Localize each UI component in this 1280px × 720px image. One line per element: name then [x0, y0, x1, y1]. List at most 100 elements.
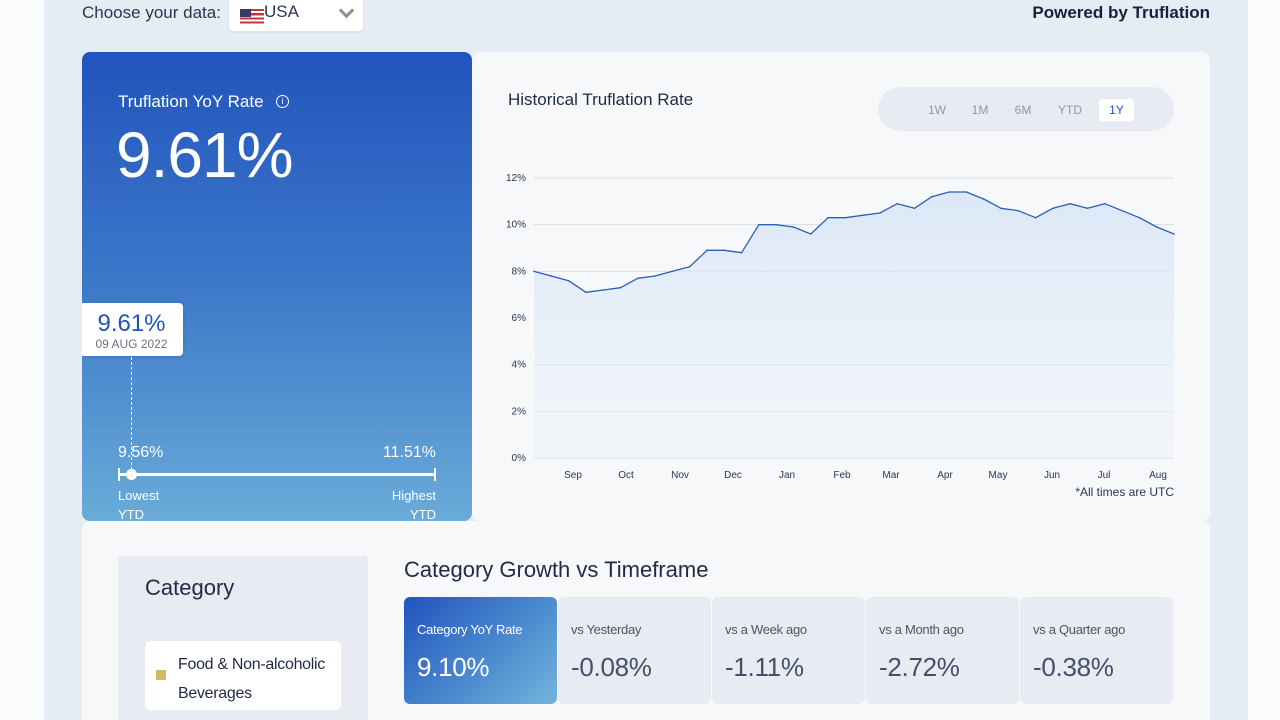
- y-tick-label: 8%: [512, 266, 527, 277]
- chart-point: [965, 191, 968, 193]
- chart-point: [585, 291, 587, 294]
- chart-point: [1121, 209, 1123, 212]
- chart-point: [637, 277, 639, 280]
- highest-label: Highest: [391, 488, 436, 503]
- chart-point: [740, 251, 743, 254]
- info-icon[interactable]: i: [276, 95, 289, 108]
- chart-point: [1086, 207, 1089, 210]
- category-panel: Category Food & Non-alcoholic Beverages: [118, 556, 368, 720]
- timeframe-1w[interactable]: 1W: [928, 103, 946, 117]
- y-tick-label: 12%: [506, 173, 526, 184]
- chart-point: [775, 223, 777, 226]
- x-tick-label: Jan: [779, 470, 795, 481]
- timeframe-6m[interactable]: 6M: [1014, 103, 1032, 117]
- chart-point: [879, 212, 881, 214]
- metric-card-yesterday[interactable]: vs Yesterday -0.08%: [558, 597, 711, 704]
- highest-period-label: YTD: [410, 507, 436, 521]
- metric-card-yoy[interactable]: Category YoY Rate 9.10%: [404, 597, 557, 704]
- chart-point: [1069, 202, 1071, 205]
- chart-point: [1104, 202, 1106, 205]
- metric-value: 9.10%: [417, 652, 490, 682]
- metric-value: -1.11%: [725, 652, 804, 682]
- range-low-value: 9.56%: [118, 444, 164, 461]
- timeframe-selector: 1W 1M 6M YTD 1Y: [878, 87, 1174, 131]
- x-tick-label: Jul: [1098, 470, 1111, 481]
- chart-point: [896, 202, 898, 205]
- metric-card-quarter[interactable]: vs a Quarter ago -0.38%: [1020, 597, 1173, 704]
- chart-point: [1155, 226, 1158, 228]
- lowest-period-label: YTD: [118, 507, 144, 521]
- lowest-label: Lowest: [118, 488, 160, 503]
- timeframe-1y[interactable]: 1Y: [1099, 99, 1134, 121]
- chart-point: [654, 275, 656, 277]
- chart-point: [1034, 216, 1037, 219]
- chart-point: [1000, 207, 1002, 210]
- chart-point: [1138, 216, 1141, 219]
- metric-card-month[interactable]: vs a Month ago -2.72%: [866, 597, 1019, 704]
- range-cap-right: [434, 468, 436, 481]
- x-tick-label: Dec: [724, 470, 742, 481]
- chart-point: [619, 286, 622, 289]
- chart-point: [810, 233, 812, 235]
- utc-note: *All times are UTC: [1075, 485, 1174, 499]
- yoy-value: 9.61%: [116, 119, 293, 191]
- country-select-value: USA: [264, 2, 299, 21]
- tooltip-date: 09 AUG 2022: [95, 337, 168, 351]
- y-tick-label: 10%: [506, 220, 526, 231]
- range-high-value: 11.51%: [382, 444, 436, 461]
- chart-point: [723, 249, 726, 252]
- chart-point: [602, 289, 604, 291]
- chart-point: [913, 207, 916, 210]
- y-tick-label: 2%: [512, 406, 527, 417]
- chart-point: [861, 214, 864, 217]
- chart-point: [844, 216, 847, 219]
- chart-series-line: [533, 191, 1175, 293]
- y-tick-label: 4%: [512, 360, 527, 371]
- metric-value: -0.08%: [571, 652, 652, 682]
- category-section: Category Food & Non-alcoholic Beverages …: [82, 521, 1210, 720]
- chart-point: [550, 275, 553, 277]
- category-item-food[interactable]: Food & Non-alcoholic Beverages: [145, 641, 341, 710]
- range-current-marker: [126, 469, 137, 480]
- x-tick-label: Sep: [564, 470, 582, 481]
- x-tick-label: Oct: [618, 470, 634, 481]
- range-track: [118, 473, 436, 476]
- x-tick-label: Nov: [671, 470, 689, 481]
- chart-area-fill: [534, 192, 1174, 458]
- chart-point: [948, 191, 950, 193]
- timeframe-1m[interactable]: 1M: [971, 103, 989, 117]
- powered-by-label: Powered by Truflation: [1032, 3, 1210, 22]
- x-tick-label: Apr: [937, 470, 953, 481]
- y-tick-label: 0%: [512, 453, 527, 464]
- category-item-label: Food & Non-alcoholic Beverages: [178, 656, 325, 702]
- range-high-label: Highest YTD: [392, 486, 436, 521]
- chart-point: [671, 270, 674, 273]
- historical-rate-chart[interactable]: 0% 2% 4% 6% 8% 10% 12% Sep Oct Nov Dec Jan Feb Mar Apr…: [472, 52, 1210, 512]
- chart-point: [1173, 233, 1175, 235]
- x-tick-label: Mar: [882, 470, 900, 481]
- category-color-swatch: [156, 670, 166, 680]
- chart-point: [1017, 209, 1020, 212]
- chart-point: [827, 216, 829, 219]
- chart-point: [533, 270, 535, 273]
- chart-point: [688, 265, 691, 268]
- chart-point: [758, 223, 760, 226]
- chart-point: [792, 226, 795, 228]
- yoy-summary-card: Truflation YoY Rate i 9.61% 9.61% 09 AUG…: [82, 52, 472, 521]
- metric-label: vs a Week ago: [725, 622, 807, 637]
- chart-point: [706, 249, 708, 252]
- choose-data-label: Choose your data:: [82, 3, 221, 22]
- range-low-label: Lowest YTD: [118, 486, 159, 521]
- x-tick-label: Feb: [833, 470, 851, 481]
- metric-label: vs Yesterday: [571, 622, 642, 637]
- range-cap-left: [118, 468, 120, 481]
- chart-point: [931, 195, 933, 198]
- chart-point: [982, 198, 985, 200]
- metric-card-week[interactable]: vs a Week ago -1.11%: [712, 597, 865, 704]
- x-tick-label: Aug: [1149, 470, 1167, 481]
- y-tick-label: 6%: [512, 313, 527, 324]
- timeframe-ytd[interactable]: YTD: [1058, 103, 1082, 117]
- yoy-title: Truflation YoY Rate: [118, 92, 264, 111]
- category-heading: Category: [145, 575, 235, 600]
- country-select[interactable]: USA: [229, 0, 363, 31]
